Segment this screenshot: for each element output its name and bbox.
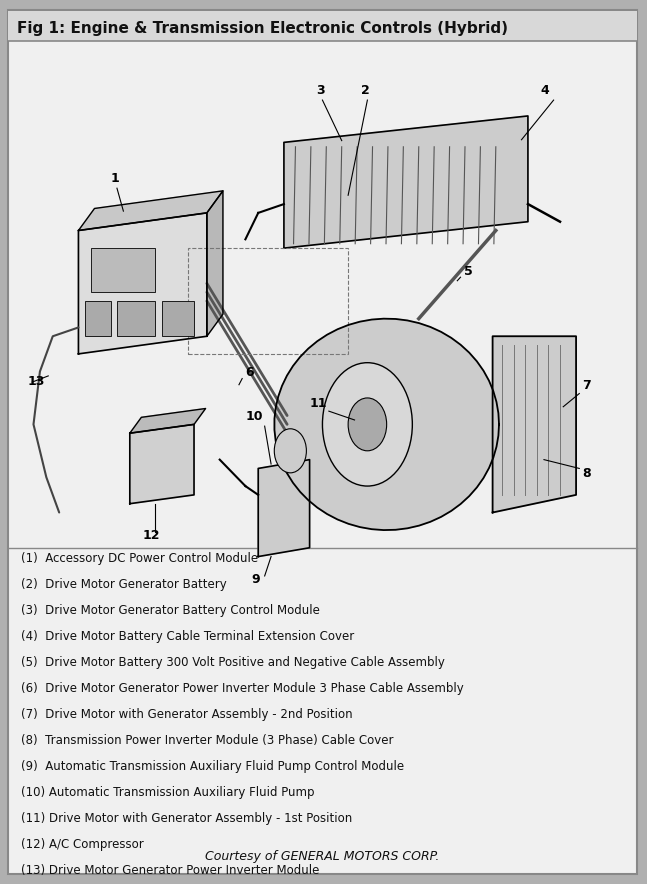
Bar <box>162 301 194 336</box>
Text: 10: 10 <box>245 410 263 423</box>
Text: (11) Drive Motor with Generator Assembly - 1st Position: (11) Drive Motor with Generator Assembly… <box>21 812 352 825</box>
Text: 5: 5 <box>464 264 472 278</box>
Polygon shape <box>492 336 576 513</box>
Text: (7)  Drive Motor with Generator Assembly - 2nd Position: (7) Drive Motor with Generator Assembly … <box>21 708 352 721</box>
Polygon shape <box>130 408 206 433</box>
Text: (12) A/C Compressor: (12) A/C Compressor <box>21 838 144 851</box>
FancyBboxPatch shape <box>8 11 637 41</box>
Polygon shape <box>207 191 223 336</box>
Polygon shape <box>258 460 310 557</box>
FancyBboxPatch shape <box>8 11 637 873</box>
Bar <box>117 301 155 336</box>
Text: (8)  Transmission Power Inverter Module (3 Phase) Cable Cover: (8) Transmission Power Inverter Module (… <box>21 734 393 747</box>
Text: (10) Automatic Transmission Auxiliary Fluid Pump: (10) Automatic Transmission Auxiliary Fl… <box>21 786 314 799</box>
Bar <box>91 248 155 293</box>
Text: (2)  Drive Motor Generator Battery: (2) Drive Motor Generator Battery <box>21 578 226 591</box>
Text: (9)  Automatic Transmission Auxiliary Fluid Pump Control Module: (9) Automatic Transmission Auxiliary Flu… <box>21 760 404 774</box>
Text: 8: 8 <box>582 468 591 480</box>
Polygon shape <box>274 318 499 530</box>
Text: Fig 1: Engine & Transmission Electronic Controls (Hybrid): Fig 1: Engine & Transmission Electronic … <box>17 21 509 36</box>
Text: 4: 4 <box>541 84 549 97</box>
Text: 12: 12 <box>142 529 160 542</box>
Circle shape <box>322 362 412 486</box>
Text: (1)  Accessory DC Power Control Module: (1) Accessory DC Power Control Module <box>21 552 258 565</box>
Polygon shape <box>78 213 207 354</box>
Bar <box>188 248 348 354</box>
Text: (3)  Drive Motor Generator Battery Control Module: (3) Drive Motor Generator Battery Contro… <box>21 604 320 617</box>
Text: 9: 9 <box>252 573 261 586</box>
Polygon shape <box>78 191 223 231</box>
Text: (5)  Drive Motor Battery 300 Volt Positive and Negative Cable Assembly: (5) Drive Motor Battery 300 Volt Positiv… <box>21 656 444 669</box>
Polygon shape <box>284 116 528 248</box>
Text: (13) Drive Motor Generator Power Inverter Module: (13) Drive Motor Generator Power Inverte… <box>21 864 319 877</box>
Text: 13: 13 <box>27 375 45 388</box>
Text: 11: 11 <box>310 397 327 410</box>
Polygon shape <box>130 424 194 504</box>
Text: 1: 1 <box>111 172 119 185</box>
Text: 6: 6 <box>245 366 254 379</box>
Text: 3: 3 <box>316 84 325 97</box>
Text: 2: 2 <box>361 84 369 97</box>
Text: 7: 7 <box>582 379 591 392</box>
Text: Courtesy of GENERAL MOTORS CORP.: Courtesy of GENERAL MOTORS CORP. <box>205 850 439 863</box>
Circle shape <box>348 398 387 451</box>
Text: (6)  Drive Motor Generator Power Inverter Module 3 Phase Cable Assembly: (6) Drive Motor Generator Power Inverter… <box>21 682 463 695</box>
Bar <box>85 301 111 336</box>
Circle shape <box>274 429 307 473</box>
Text: (4)  Drive Motor Battery Cable Terminal Extension Cover: (4) Drive Motor Battery Cable Terminal E… <box>21 630 354 644</box>
